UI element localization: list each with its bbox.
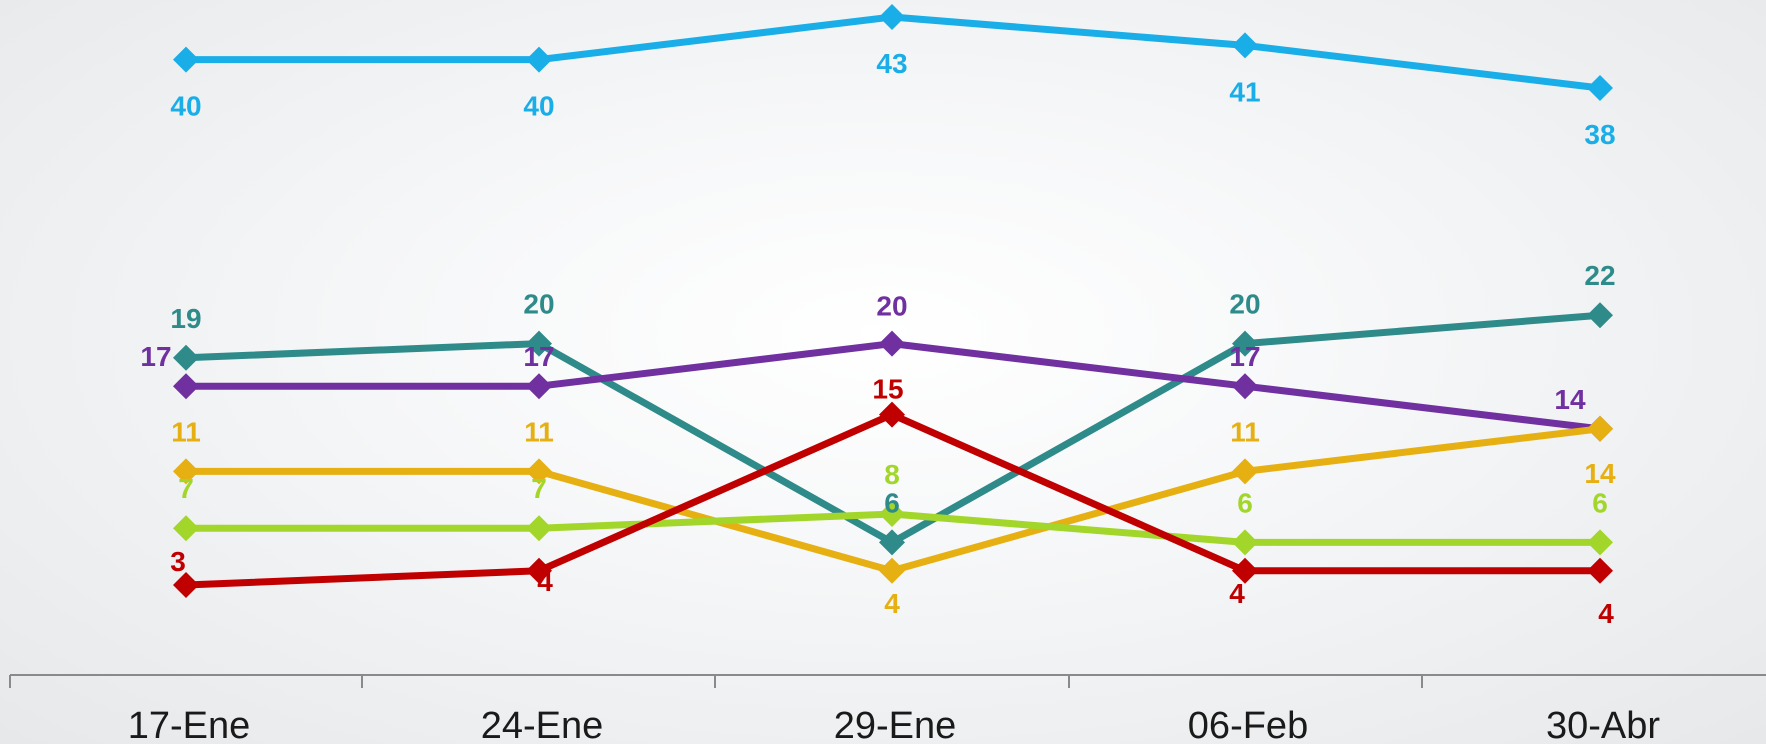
data-label: 6 [884, 487, 900, 518]
data-label: 6 [1592, 487, 1608, 518]
data-point-marker [173, 572, 199, 598]
series-5 [173, 501, 1613, 556]
series-6 [173, 401, 1613, 598]
data-point-marker [526, 46, 552, 73]
data-point-marker [173, 344, 199, 371]
data-point-marker [879, 557, 905, 584]
data-label: 4 [1598, 598, 1614, 629]
data-label: 11 [171, 416, 201, 447]
data-point-marker [879, 501, 905, 527]
data-label: 20 [876, 291, 907, 322]
data-point-marker [526, 458, 552, 485]
data-point-marker [173, 458, 199, 485]
data-label: 17 [140, 341, 171, 372]
data-point-marker [879, 529, 905, 556]
x-axis [9, 674, 1766, 688]
data-point-marker [526, 515, 552, 542]
data-label: 20 [523, 289, 554, 320]
data-label: 7 [531, 473, 547, 504]
x-tick-label: 06-Feb [1188, 705, 1308, 744]
x-tick-label: 24-Ene [481, 705, 604, 744]
data-label: 41 [1229, 76, 1260, 107]
data-label: 7 [178, 473, 194, 504]
data-point-marker [1232, 330, 1258, 357]
data-point-marker [1587, 529, 1613, 556]
data-point-marker [879, 330, 905, 357]
series-layer [173, 4, 1613, 598]
data-label: 38 [1584, 119, 1615, 150]
data-point-marker [1232, 458, 1258, 485]
data-point-marker [526, 330, 552, 357]
data-label: 6 [1237, 487, 1253, 518]
data-point-marker [1587, 302, 1613, 329]
data-label: 17 [1229, 341, 1260, 372]
data-point-marker [1587, 557, 1613, 584]
data-label: 4 [1229, 578, 1245, 609]
data-label: 20 [1229, 289, 1260, 320]
x-tick-labels: 17-Ene 24-Ene 29-Ene 06-Feb 30-Abr [128, 705, 1661, 744]
data-label: 4 [537, 566, 553, 597]
data-point-marker [1232, 557, 1258, 584]
data-point-marker [526, 557, 552, 584]
data-label: 22 [1584, 260, 1615, 291]
data-label: 4 [884, 588, 900, 619]
data-point-marker [526, 373, 552, 400]
data-label: 40 [523, 91, 554, 122]
data-label: 3 [170, 546, 186, 577]
x-tick-label: 17-Ene [128, 705, 251, 744]
data-label: 14 [1584, 458, 1616, 489]
data-label: 11 [524, 416, 554, 447]
data-label: 8 [884, 459, 900, 490]
data-point-marker [173, 373, 199, 400]
data-point-marker [1232, 529, 1258, 556]
series-4 [173, 415, 1613, 584]
data-label: 11 [1230, 416, 1260, 447]
data-point-marker [1587, 415, 1613, 442]
data-point-marker [1587, 75, 1613, 101]
data-label: 14 [1554, 384, 1586, 415]
data-label: 17 [523, 341, 554, 372]
data-label: 15 [872, 374, 903, 405]
data-label: 40 [170, 91, 201, 122]
data-point-marker [173, 46, 199, 73]
x-tick-label: 29-Ene [834, 705, 957, 744]
data-point-marker [879, 401, 905, 428]
data-point-marker [879, 4, 905, 30]
data-point-marker [1232, 32, 1258, 59]
data-label: 19 [170, 303, 201, 334]
data-label: 43 [876, 48, 907, 79]
x-tick-label: 30-Abr [1546, 705, 1660, 744]
series-2 [173, 302, 1613, 556]
data-point-marker [1232, 373, 1258, 400]
series-1 [173, 4, 1613, 101]
data-point-marker [173, 515, 199, 542]
